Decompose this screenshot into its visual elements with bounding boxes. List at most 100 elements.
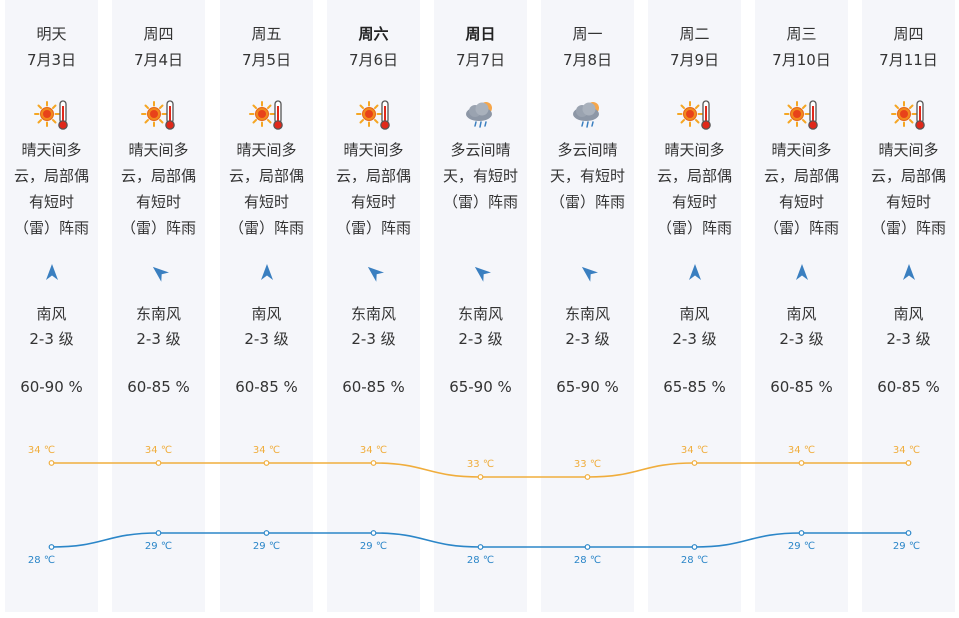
humidity-range: 60-85 % xyxy=(342,378,405,396)
humidity-range: 60-85 % xyxy=(770,378,833,396)
low-temp-label: 29 ℃ xyxy=(145,541,172,552)
wind-direction: 南风 xyxy=(786,305,817,323)
description-line: 晴天间多 xyxy=(664,141,725,159)
weather-description: 晴天间多 云，局部偶 有短时 （雷）阵雨 xyxy=(108,137,209,241)
description-line: 晴天间多 xyxy=(878,141,939,159)
sun-thermometer-icon xyxy=(33,96,70,132)
day-column: 周六 7月6日 晴天间多 云，局部偶 有短时 （雷）阵雨 东南风 2-3 级 60-85 % xyxy=(327,0,420,612)
description-line: 多云间晴 xyxy=(557,141,618,159)
weekday-label: 周六 xyxy=(358,25,389,43)
low-temp-point xyxy=(370,530,377,536)
weekday-label: 周二 xyxy=(679,25,710,43)
wind-arrow-northwest-icon xyxy=(149,262,169,282)
weather-description: 多云间晴天，有短时 （雷）阵雨 xyxy=(537,137,638,215)
wind-arrow-north-icon xyxy=(685,262,705,282)
high-temp-point xyxy=(370,460,377,466)
date-label: 7月8日 xyxy=(562,51,613,69)
low-temp-label: 29 ℃ xyxy=(893,541,920,552)
weekday-label: 周四 xyxy=(893,25,924,43)
date-label: 7月9日 xyxy=(669,51,720,69)
description-line: 多云间晴 xyxy=(450,141,511,159)
description-line: 有短时 xyxy=(350,193,396,211)
sun-thermometer-icon xyxy=(676,96,713,132)
high-temp-point xyxy=(477,474,484,480)
cloud-sun-rain-icon xyxy=(570,96,606,132)
low-temp-point xyxy=(155,530,162,536)
weather-description: 晴天间多 云，局部偶 有短时 （雷）阵雨 xyxy=(323,137,424,241)
high-temp-point xyxy=(905,460,912,466)
low-temp-label: 28 ℃ xyxy=(574,555,601,566)
humidity-range: 65-90 % xyxy=(556,378,619,396)
day-column: 周一 7月8日 多云间晴 天，有短时 （雷）阵雨 东南风 2-3 级 65-90 % xyxy=(541,0,634,612)
description-line: （雷）阵雨 xyxy=(442,193,518,211)
date-label: 7月7日 xyxy=(455,51,506,69)
wind-level: 2-3 级 xyxy=(672,330,717,348)
weather-description: 晴天间多 云，局部偶 有短时 （雷）阵雨 xyxy=(644,137,745,241)
high-temp-label: 34 ℃ xyxy=(28,445,55,456)
high-temp-label: 34 ℃ xyxy=(360,445,387,456)
sun-thermometer-icon xyxy=(140,96,177,132)
humidity-range: 60-85 % xyxy=(235,378,298,396)
humidity-range: 65-85 % xyxy=(663,378,726,396)
wind-direction: 东南风 xyxy=(457,305,503,323)
high-temp-point xyxy=(155,460,162,466)
wind-level: 2-3 级 xyxy=(136,330,181,348)
wind-arrow-north-icon xyxy=(257,262,277,282)
description-line: 云，局部偶 xyxy=(13,167,89,185)
high-temp-label: 34 ℃ xyxy=(788,445,815,456)
high-temp-label: 34 ℃ xyxy=(145,445,172,456)
description-line: 云，局部偶 xyxy=(656,167,732,185)
wind-level: 2-3 级 xyxy=(244,330,289,348)
high-temp-point xyxy=(691,460,698,466)
description-line: 天，有短时 xyxy=(442,167,518,185)
date-label: 7月6日 xyxy=(348,51,399,69)
wind-direction: 东南风 xyxy=(135,305,181,323)
description-line: （雷）阵雨 xyxy=(335,219,411,237)
day-column: 明天 7月3日 晴天间多 云，局部偶 有短时 （雷）阵雨 南风 2-3 级 60-90 % xyxy=(5,0,98,612)
high-temp-point xyxy=(798,460,805,466)
wind-level: 2-3 级 xyxy=(886,330,931,348)
low-temp-point xyxy=(584,544,591,550)
wind-level: 2-3 级 xyxy=(565,330,610,348)
low-temp-point xyxy=(905,530,912,536)
high-temp-point xyxy=(48,460,55,466)
weather-description: 晴天间多 云，局部偶 有短时 （雷）阵雨 xyxy=(751,137,852,241)
low-temp-label: 28 ℃ xyxy=(28,555,55,566)
low-temp-point xyxy=(48,544,55,550)
low-temp-point xyxy=(691,544,698,550)
wind-direction: 东南风 xyxy=(350,305,396,323)
high-temp-label: 34 ℃ xyxy=(253,445,280,456)
description-line: （雷）阵雨 xyxy=(549,193,625,211)
wind-direction: 南风 xyxy=(679,305,710,323)
description-line: 云，局部偶 xyxy=(870,167,946,185)
description-line: 晴天间多 xyxy=(343,141,404,159)
low-temp-label: 28 ℃ xyxy=(681,555,708,566)
date-label: 7月4日 xyxy=(133,51,184,69)
date-label: 7月11日 xyxy=(879,51,938,69)
wind-arrow-north-icon xyxy=(42,262,62,282)
low-temp-point xyxy=(263,530,270,536)
wind-level: 2-3 级 xyxy=(779,330,824,348)
wind-level: 2-3 级 xyxy=(458,330,503,348)
description-line: 晴天间多 xyxy=(21,141,82,159)
humidity-range: 60-85 % xyxy=(877,378,940,396)
description-line: （雷）阵雨 xyxy=(228,219,304,237)
wind-arrow-northwest-icon xyxy=(471,262,491,282)
weekday-label: 周一 xyxy=(572,25,603,43)
weekday-label: 周三 xyxy=(786,25,817,43)
sun-thermometer-icon xyxy=(890,96,927,132)
weekday-label: 明天 xyxy=(36,25,67,43)
weather-description: 多云间晴天，有短时 （雷）阵雨 xyxy=(430,137,531,215)
wind-direction: 南风 xyxy=(36,305,67,323)
low-temp-point xyxy=(798,530,805,536)
weather-description: 晴天间多 云，局部偶 有短时 （雷）阵雨 xyxy=(1,137,102,241)
day-column: 周三 7月10日 晴天间多 云，局部偶 有短时 （雷）阵雨 南风 2-3 级 60-85 % xyxy=(755,0,848,612)
weather-description: 晴天间多 云，局部偶 有短时 （雷）阵雨 xyxy=(216,137,317,241)
sun-thermometer-icon xyxy=(783,96,820,132)
high-temp-label: 33 ℃ xyxy=(467,459,494,470)
description-line: 晴天间多 xyxy=(236,141,297,159)
description-line: 天，有短时 xyxy=(549,167,625,185)
wind-level: 2-3 级 xyxy=(351,330,396,348)
humidity-range: 60-85 % xyxy=(127,378,190,396)
